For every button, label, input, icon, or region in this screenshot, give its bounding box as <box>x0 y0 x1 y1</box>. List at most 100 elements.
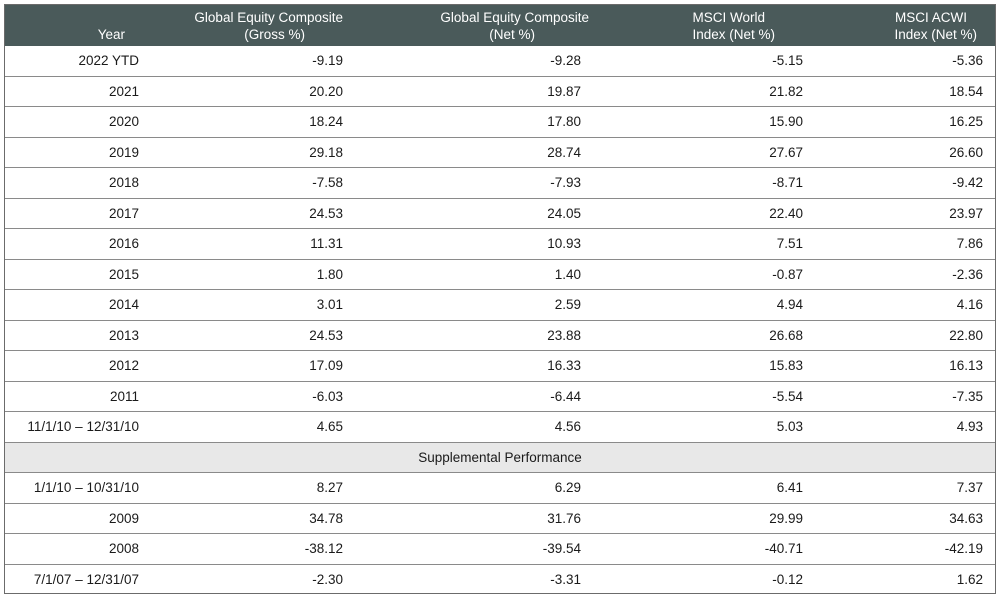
year-cell: 2009 <box>108 510 139 526</box>
header-world-line1: MSCI World <box>692 10 765 25</box>
msci-acwi-cell: 4.93 <box>956 419 983 435</box>
msci-world-cell: -5.15 <box>772 53 803 69</box>
table-row: 2015 1.80 1.40 -0.87 -2.36 <box>5 260 995 290</box>
net-return-cell: 17.80 <box>547 114 581 130</box>
net-return-cell: -3.31 <box>550 572 581 588</box>
msci-acwi-cell: 26.60 <box>949 144 983 160</box>
msci-acwi-cell: -2.36 <box>952 266 983 282</box>
net-return-cell: 1.40 <box>554 266 581 282</box>
msci-world-cell: -0.12 <box>772 572 803 588</box>
year-cell: 2020 <box>108 114 139 130</box>
header-world: MSCI World Index (Net %) <box>589 5 775 46</box>
gross-return-cell: -38.12 <box>304 541 343 557</box>
header-acwi: MSCI ACWI Index (Net %) <box>775 5 987 46</box>
msci-world-cell: 15.83 <box>769 358 803 374</box>
gross-return-cell: 24.53 <box>309 205 343 221</box>
year-cell: 7/1/07 – 12/31/07 <box>33 572 139 588</box>
table-row: 2019 29.18 28.74 27.67 26.60 <box>5 138 995 168</box>
year-cell: 2012 <box>108 358 139 374</box>
msci-acwi-cell: -7.35 <box>952 388 983 404</box>
table-header: Year Global Equity Composite (Gross %) G… <box>5 5 995 46</box>
year-cell: 2011 <box>109 388 139 404</box>
table-row: 2009 34.78 31.76 29.99 34.63 <box>5 504 995 534</box>
msci-world-cell: 27.67 <box>769 144 803 160</box>
year-cell: 11/1/10 – 12/31/10 <box>27 419 139 435</box>
year-cell: 2022 YTD <box>78 53 139 69</box>
performance-table: Year Global Equity Composite (Gross %) G… <box>4 4 996 594</box>
msci-world-cell: 7.51 <box>776 236 803 252</box>
table-row: 2017 24.53 24.05 22.40 23.97 <box>5 199 995 229</box>
gross-return-cell: 24.53 <box>309 327 343 343</box>
msci-acwi-cell: 7.37 <box>956 480 983 496</box>
msci-world-cell: 4.94 <box>776 297 803 313</box>
year-cell: 2013 <box>108 327 139 343</box>
gross-return-cell: 17.09 <box>309 358 343 374</box>
table-row: 2011 -6.03 -6.44 -5.54 -7.35 <box>5 382 995 412</box>
year-cell: 1/1/10 – 10/31/10 <box>33 480 139 496</box>
table-row: 2021 20.20 19.87 21.82 18.54 <box>5 77 995 107</box>
msci-world-cell: 21.82 <box>769 83 803 99</box>
msci-world-cell: 26.68 <box>769 327 803 343</box>
net-return-cell: 10.93 <box>547 236 581 252</box>
msci-world-cell: 5.03 <box>776 419 803 435</box>
msci-acwi-cell: 16.25 <box>949 114 983 130</box>
net-return-cell: 2.59 <box>554 297 581 313</box>
table-row: 2014 3.01 2.59 4.94 4.16 <box>5 290 995 321</box>
msci-acwi-cell: 16.13 <box>949 358 983 374</box>
table-row: 2013 24.53 23.88 26.68 22.80 <box>5 321 995 351</box>
msci-world-cell: 22.40 <box>769 205 803 221</box>
table-row: 7/1/07 – 12/31/07 -2.30 -3.31 -0.12 1.62 <box>5 565 995 596</box>
gross-return-cell: 29.18 <box>309 144 343 160</box>
msci-acwi-cell: 34.63 <box>949 510 983 526</box>
table-row: 1/1/10 – 10/31/10 8.27 6.29 6.41 7.37 <box>5 473 995 504</box>
net-return-cell: 19.87 <box>547 83 581 99</box>
msci-acwi-cell: 23.97 <box>949 205 983 221</box>
year-cell: 2017 <box>108 205 139 221</box>
msci-acwi-cell: 1.62 <box>956 572 983 588</box>
msci-acwi-cell: 18.54 <box>949 83 983 99</box>
msci-world-cell: -8.71 <box>772 175 803 191</box>
table-row: 2008 -38.12 -39.54 -40.71 -42.19 <box>5 534 995 565</box>
gross-return-cell: 11.31 <box>310 236 343 252</box>
table-row: 2016 11.31 10.93 7.51 7.86 <box>5 229 995 260</box>
msci-world-cell: -40.71 <box>764 541 803 557</box>
net-return-cell: 23.88 <box>547 327 581 343</box>
year-cell: 2008 <box>108 541 139 557</box>
gross-return-cell: 1.80 <box>316 266 343 282</box>
msci-world-cell: 6.41 <box>776 480 803 496</box>
header-acwi-line1: MSCI ACWI <box>894 10 967 25</box>
year-cell: 2016 <box>108 236 139 252</box>
net-return-cell: -7.93 <box>550 175 581 191</box>
msci-world-cell: 15.90 <box>769 114 803 130</box>
table-row: 2018 -7.58 -7.93 -8.71 -9.42 <box>5 168 995 199</box>
header-net-line1: Global Equity Composite <box>440 10 589 25</box>
table-body: 2022 YTD -9.19 -9.28 -5.15 -5.36 2021 20.20 19.… <box>5 46 995 443</box>
net-return-cell: -6.44 <box>550 388 581 404</box>
gross-return-cell: 34.78 <box>309 510 343 526</box>
net-return-cell: 28.74 <box>547 144 581 160</box>
year-cell: 2015 <box>108 266 139 282</box>
gross-return-cell: 20.20 <box>309 83 343 99</box>
supplemental-section-header: Supplemental Performance <box>5 442 995 473</box>
msci-acwi-cell: -42.19 <box>944 541 983 557</box>
header-gross-line1: Global Equity Composite <box>194 10 343 25</box>
gross-return-cell: -6.03 <box>312 388 343 404</box>
gross-return-cell: -7.58 <box>312 175 343 191</box>
header-world-line2: Index (Net %) <box>692 27 775 42</box>
msci-world-cell: -0.87 <box>772 266 803 282</box>
supplemental-table-body: 1/1/10 – 10/31/10 8.27 6.29 6.41 7.37 2009 34.… <box>5 473 995 595</box>
net-return-cell: 16.33 <box>547 358 581 374</box>
msci-acwi-cell: -9.42 <box>952 175 983 191</box>
header-net: Global Equity Composite (Net %) <box>343 5 589 46</box>
gross-return-cell: 8.27 <box>316 480 343 496</box>
msci-acwi-cell: -5.36 <box>952 53 983 69</box>
year-cell: 2018 <box>108 175 139 191</box>
gross-return-cell: -9.19 <box>312 53 343 69</box>
net-return-cell: 24.05 <box>547 205 581 221</box>
gross-return-cell: 4.65 <box>316 419 343 435</box>
header-net-line2: (Net %) <box>489 27 535 42</box>
msci-world-cell: 29.99 <box>769 510 803 526</box>
gross-return-cell: 18.24 <box>309 114 343 130</box>
header-gross: Global Equity Composite (Gross %) <box>125 5 343 46</box>
header-year: Year <box>5 5 125 46</box>
